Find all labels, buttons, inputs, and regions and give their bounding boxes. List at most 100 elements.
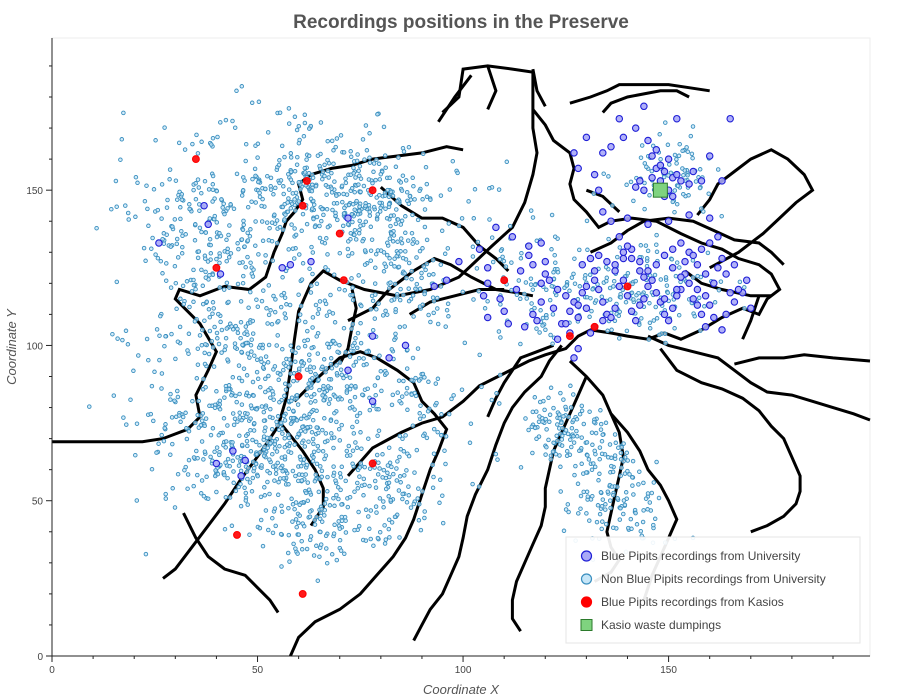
university-other-point xyxy=(236,246,241,252)
university-other-point xyxy=(669,257,675,262)
university-pipit-point xyxy=(155,239,163,247)
university-other-point xyxy=(374,510,379,515)
university-other-point xyxy=(411,237,416,242)
university-other-point xyxy=(277,399,282,405)
university-other-point xyxy=(350,297,356,303)
university-other-point xyxy=(341,211,347,216)
university-other-point xyxy=(250,331,256,336)
university-other-point xyxy=(621,498,627,503)
university-other-point xyxy=(557,416,562,421)
university-other-point xyxy=(428,319,433,325)
university-other-point xyxy=(232,345,238,350)
university-other-point xyxy=(239,237,245,242)
plot-area xyxy=(51,37,871,657)
university-other-point xyxy=(288,343,294,348)
university-pipit-point xyxy=(307,257,315,266)
university-other-point xyxy=(196,249,202,254)
university-other-point xyxy=(265,321,270,326)
university-other-point xyxy=(179,251,185,256)
university-other-point xyxy=(234,171,240,177)
university-other-point xyxy=(348,230,354,236)
university-pipit-point xyxy=(512,285,521,294)
university-pipit-point xyxy=(673,170,681,179)
university-other-point xyxy=(651,480,657,485)
university-other-point xyxy=(283,315,288,321)
university-other-point xyxy=(196,425,202,430)
university-other-point xyxy=(87,404,92,409)
university-pipit-point xyxy=(693,260,702,269)
university-other-point xyxy=(392,337,397,343)
university-other-point xyxy=(343,518,348,523)
university-other-point xyxy=(548,332,553,338)
university-other-point xyxy=(571,392,576,397)
university-other-point xyxy=(277,224,283,230)
university-other-point xyxy=(371,161,377,166)
university-other-point xyxy=(292,506,297,512)
university-other-point xyxy=(300,424,305,430)
university-other-point xyxy=(159,371,165,376)
university-other-point xyxy=(286,106,292,111)
university-other-point xyxy=(205,496,211,501)
university-other-point xyxy=(263,376,268,382)
university-other-point xyxy=(331,464,336,469)
university-other-point xyxy=(163,334,168,339)
university-other-point xyxy=(363,538,369,543)
university-other-point xyxy=(334,371,340,376)
university-other-point xyxy=(329,365,335,371)
university-other-point xyxy=(212,405,218,411)
university-other-point xyxy=(282,154,287,160)
university-other-point xyxy=(317,516,323,522)
university-other-point xyxy=(555,422,560,427)
university-other-point xyxy=(318,542,324,547)
university-other-point xyxy=(579,435,584,440)
university-other-point xyxy=(353,440,358,445)
university-other-point xyxy=(431,451,437,456)
university-other-point xyxy=(172,398,177,403)
university-other-point xyxy=(611,278,617,284)
university-other-point xyxy=(591,461,596,466)
university-other-point xyxy=(350,292,355,298)
university-other-point xyxy=(323,301,329,307)
university-pipit-point xyxy=(644,267,652,275)
university-other-point xyxy=(332,522,337,528)
university-pipit-point xyxy=(636,267,644,275)
university-other-point xyxy=(213,468,218,473)
boundary-line-4 xyxy=(531,68,547,108)
university-other-point xyxy=(168,285,174,290)
university-other-point xyxy=(654,459,659,465)
university-other-point xyxy=(128,397,133,402)
university-other-point xyxy=(532,305,537,311)
university-other-point xyxy=(126,217,131,222)
university-other-point xyxy=(239,84,245,89)
university-other-point xyxy=(406,298,412,304)
university-other-point xyxy=(498,335,503,340)
university-other-point xyxy=(396,264,402,270)
university-other-point xyxy=(261,288,266,293)
university-other-point xyxy=(377,496,383,501)
university-other-point xyxy=(329,170,334,176)
university-other-point xyxy=(599,503,605,509)
university-other-point xyxy=(644,256,650,261)
university-other-point xyxy=(373,177,378,183)
university-other-point xyxy=(647,500,653,505)
university-other-point xyxy=(313,398,318,404)
university-other-point xyxy=(215,471,221,477)
university-other-point xyxy=(742,285,747,290)
university-pipit-point xyxy=(705,214,714,222)
university-other-point xyxy=(393,221,399,227)
university-other-point xyxy=(534,326,539,331)
university-other-point xyxy=(600,432,605,437)
university-other-point xyxy=(153,138,158,143)
university-other-point xyxy=(163,278,169,283)
university-other-point xyxy=(670,199,676,205)
university-other-point xyxy=(334,136,340,141)
university-other-point xyxy=(293,546,298,551)
university-other-point xyxy=(404,391,409,396)
university-other-point xyxy=(267,225,272,231)
university-other-point xyxy=(271,192,276,197)
university-pipit-point xyxy=(726,288,734,297)
university-other-point xyxy=(615,496,620,501)
university-other-point xyxy=(322,240,328,246)
university-other-point xyxy=(347,405,353,411)
university-other-point xyxy=(364,349,369,355)
